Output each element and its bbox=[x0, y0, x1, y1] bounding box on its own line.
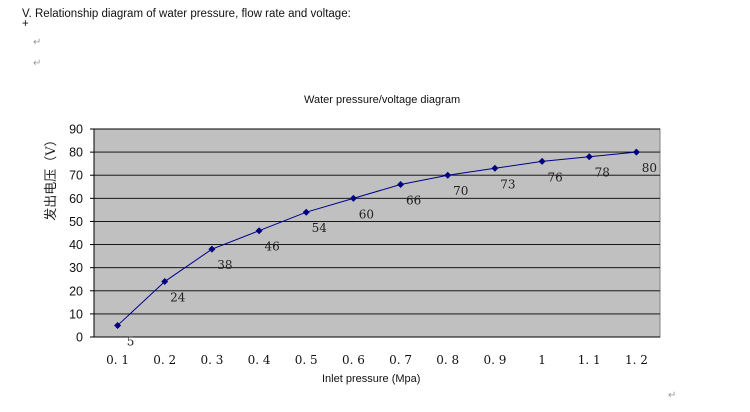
data-label: 5 bbox=[127, 334, 135, 348]
data-label: 60 bbox=[359, 207, 374, 221]
chart-title: Water pressure/voltage diagram bbox=[304, 94, 461, 106]
return-mark: ↵ bbox=[668, 390, 677, 401]
data-point bbox=[538, 157, 546, 165]
y-tick-label: 0 bbox=[76, 331, 83, 345]
data-labels: 5 24 38 46 54 60 66 70 73 76 78 80 bbox=[127, 161, 657, 348]
data-label: 73 bbox=[500, 177, 515, 191]
data-point bbox=[632, 148, 640, 156]
y-tick-label: 50 bbox=[69, 215, 83, 229]
data-point bbox=[208, 245, 216, 253]
return-mark: ↵ bbox=[33, 58, 42, 69]
y-tick-label: 20 bbox=[69, 284, 83, 298]
data-point bbox=[302, 208, 310, 216]
data-label: 66 bbox=[406, 193, 421, 207]
x-tick-label: 1. 1 bbox=[578, 353, 601, 367]
data-label: 24 bbox=[170, 291, 186, 305]
data-label: 46 bbox=[264, 240, 279, 254]
y-tick-label: 10 bbox=[69, 307, 83, 321]
x-tick-label: 1 bbox=[538, 353, 546, 367]
x-tick-label: 0. 2 bbox=[153, 353, 176, 367]
data-label: 54 bbox=[312, 221, 328, 235]
gridlines bbox=[90, 128, 660, 338]
x-tick-label: 0. 1 bbox=[106, 353, 129, 367]
data-point bbox=[491, 164, 499, 172]
data-point bbox=[255, 227, 263, 235]
x-tick-label: 0. 7 bbox=[389, 353, 412, 367]
data-label: 38 bbox=[217, 258, 232, 272]
y-tick-label: 30 bbox=[69, 261, 83, 275]
x-tick-label: 0. 8 bbox=[436, 353, 459, 367]
page-heading: V. Relationship diagram of water pressur… bbox=[22, 8, 351, 30]
series-group bbox=[114, 148, 640, 329]
data-point bbox=[397, 180, 405, 188]
data-label: 76 bbox=[547, 170, 562, 184]
y-tick-label: 80 bbox=[69, 146, 83, 160]
data-point bbox=[444, 171, 452, 179]
series-line bbox=[117, 151, 637, 326]
x-tick-labels: 0. 1 0. 2 0. 3 0. 4 0. 5 0. 6 0. 7 0. 8 0. 9 1 1. … bbox=[106, 353, 648, 367]
data-point bbox=[114, 321, 122, 329]
data-label: 78 bbox=[595, 166, 610, 180]
x-axis-label: Inlet pressure (Mpa) bbox=[322, 373, 421, 385]
data-label: 70 bbox=[453, 184, 468, 198]
y-tick-labels: 0 10 20 30 40 50 60 70 80 90 bbox=[69, 123, 83, 345]
x-tick-label: 0. 4 bbox=[248, 353, 271, 367]
x-tick-label: 0. 5 bbox=[295, 353, 318, 367]
data-point bbox=[585, 153, 593, 161]
y-tick-label: 60 bbox=[69, 192, 83, 206]
y-tick-label: 90 bbox=[69, 123, 83, 137]
x-tick-label: 1. 2 bbox=[625, 353, 648, 367]
return-mark: ↵ bbox=[33, 37, 42, 48]
x-tick-label: 0. 6 bbox=[342, 353, 365, 367]
data-point bbox=[349, 194, 357, 202]
data-point bbox=[161, 278, 169, 286]
data-label: 80 bbox=[642, 161, 657, 175]
x-tick-label: 0. 3 bbox=[200, 353, 223, 367]
plot-area bbox=[93, 128, 661, 338]
y-tick-label: 70 bbox=[69, 169, 83, 183]
x-tick-label: 0. 9 bbox=[483, 353, 506, 367]
y-tick-label: 40 bbox=[69, 238, 83, 252]
